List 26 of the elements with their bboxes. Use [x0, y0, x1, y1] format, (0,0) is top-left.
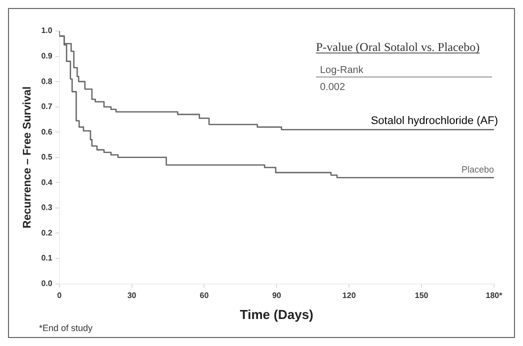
x-tick-label: 0: [57, 290, 62, 300]
y-tick-label: 0.3: [41, 203, 53, 212]
x-tick-label: 180*: [486, 290, 504, 300]
y-tick-label: 0.2: [41, 228, 53, 238]
x-tick-label: 30: [127, 290, 137, 300]
y-tick-label: 1.0: [41, 26, 53, 36]
x-tick-label: 150: [414, 290, 429, 300]
y-tick-label: 0.6: [41, 127, 53, 136]
y-tick-label: 0.1: [41, 254, 53, 263]
series-label: Sotalol hydrochloride (AF): [370, 115, 498, 128]
text: *End of study: [39, 322, 94, 333]
y-tick-label: 0.5: [41, 152, 53, 162]
x-tick-label: 90: [272, 290, 282, 300]
y-axis-title: Recurrence – Free Survival: [22, 86, 34, 228]
annotation: Log-Rank: [320, 65, 364, 76]
x-tick-label: 120: [342, 290, 356, 300]
y-tick-label: 0.9: [41, 51, 53, 60]
annotation: P-value (Oral Sotalol vs. Placebo): [316, 40, 480, 54]
y-tick-label: 0.7: [41, 102, 53, 112]
series-label: Placebo: [461, 164, 494, 175]
x-axis-title: Time (Days): [240, 306, 314, 322]
y-tick-label: 0.4: [41, 178, 53, 187]
x-tick-label: 60: [200, 290, 210, 300]
y-tick-label: 0.0: [41, 279, 53, 288]
y-tick-label: 0.8: [41, 76, 53, 86]
annotation: 0.002: [320, 82, 346, 93]
